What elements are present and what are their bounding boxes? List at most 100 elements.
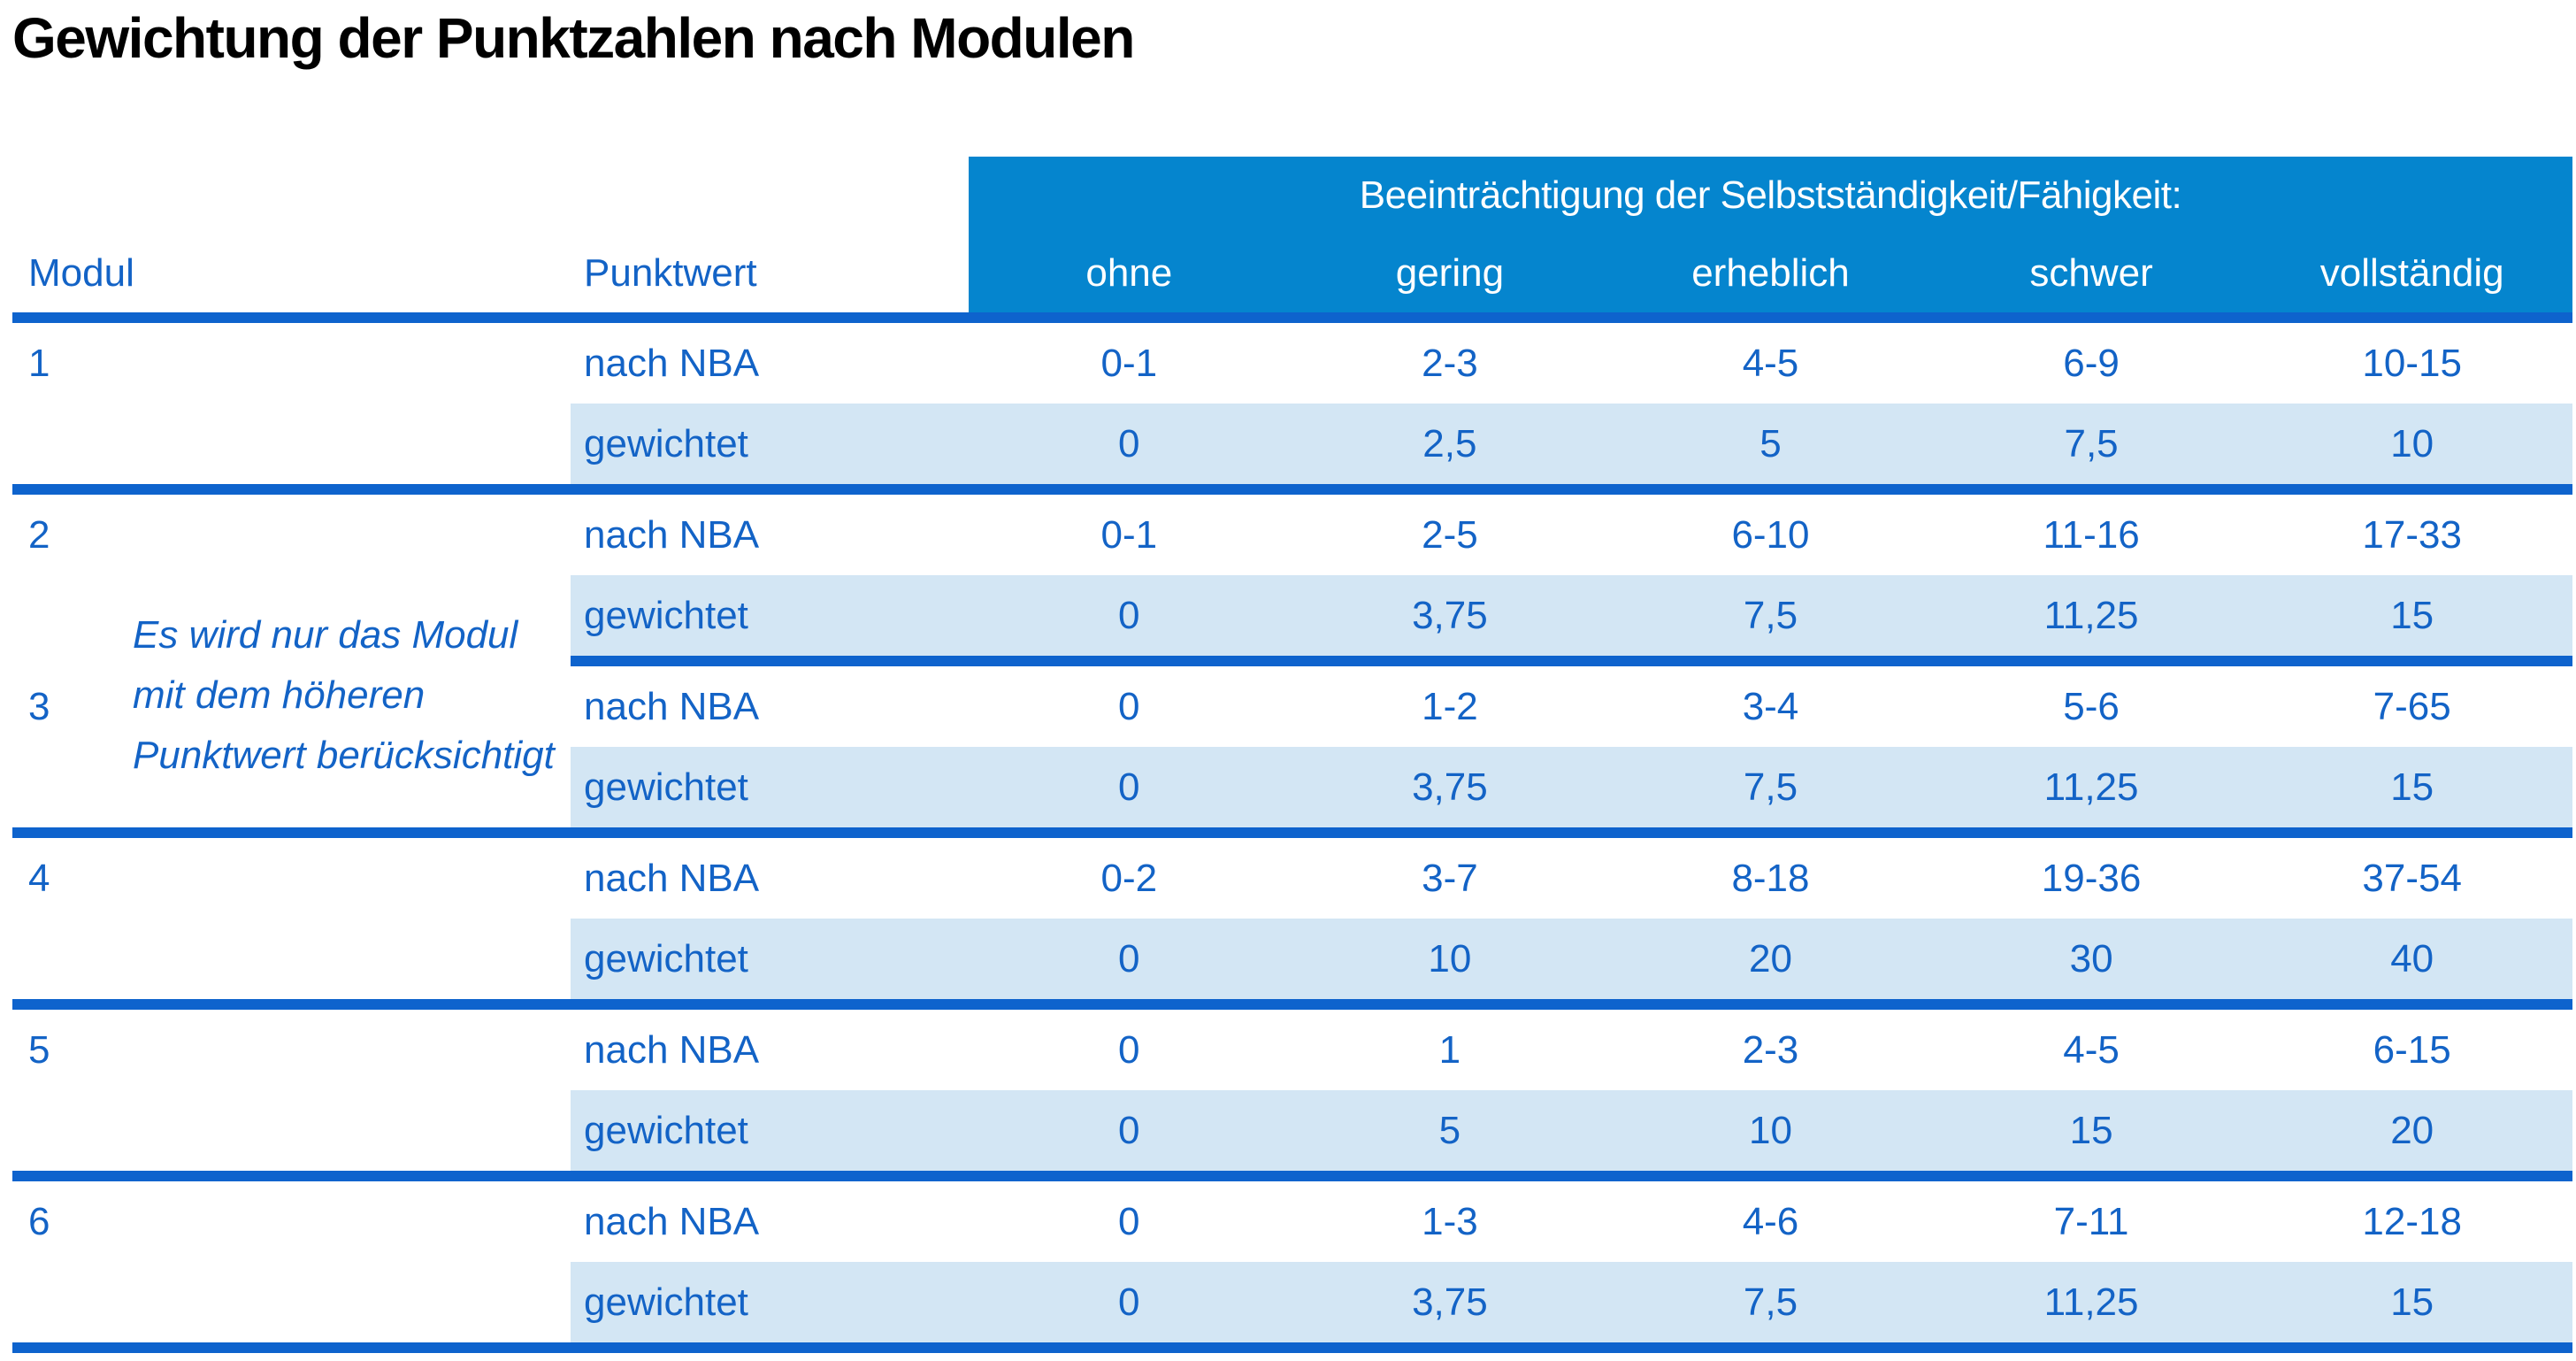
table-cell: 7-11 [2053,1199,2129,1243]
table-cell: 0-2 [1100,856,1158,900]
row-label-nach-nba: nach NBA [584,856,760,900]
module-number: 4 [28,856,50,900]
table-cell: 2-3 [1422,341,1478,385]
impairment-banner: Beeinträchtigung der Selbstständigkeit/F… [1359,173,2182,217]
table-cell: 11,25 [2043,765,2139,809]
table-row-nba: nach NBA 0-1 2-3 4-5 6-9 10-15 [571,323,2572,404]
row-label-nach-nba: nach NBA [584,512,760,557]
table-cell: 20 [1749,936,1792,980]
module-separator-line [12,827,2572,838]
table-row-nba: nach NBA 0 1-3 4-6 7-11 12-18 [571,1181,2572,1262]
table-cell: 30 [2069,936,2113,980]
table-cell: 19-36 [2041,856,2142,900]
table-cell: 2,5 [1422,421,1477,465]
note-line: Punktwert berücksichtigt [133,734,555,777]
table-cell: 40 [2390,936,2434,980]
table-cell: 10 [1749,1108,1792,1152]
row-label-nach-nba: nach NBA [584,341,760,385]
table-header-left: Modul Punktwert [12,157,969,312]
table-cell: 3,75 [1412,765,1488,809]
table-cell: 0 [1118,684,1140,728]
table-cell: 0 [1118,1027,1140,1072]
table-cell: 10-15 [2362,341,2462,385]
row-label-gewichtet: gewichtet [584,593,748,637]
table-row-weighted: gewichtet 0 10 20 30 40 [571,919,2572,999]
table-cell: 15 [2390,1280,2434,1324]
table-cell: 8-18 [1731,856,1810,900]
module-number: 6 [28,1199,50,1243]
module-separator-line [12,484,2572,495]
table-cell: 3,75 [1412,593,1488,637]
column-header-gering: gering [1395,251,1505,295]
module-5-cell: 5 [12,1010,571,1171]
row-label-gewichtet: gewichtet [584,765,748,809]
column-header-schwer: schwer [2029,251,2153,295]
table-cell: 5-6 [2063,684,2120,728]
table-cell: 0 [1118,1108,1140,1152]
weighting-table: Modul Punktwert Beeinträchtigung der Sel… [12,157,2572,1353]
severity-level-row: ohne gering erheblich schwer vollständig [969,235,2572,312]
table-cell: 15 [2069,1108,2113,1152]
table-cell: 0-1 [1100,341,1158,385]
module-number: 3 [28,684,50,728]
table-cell: 4-6 [1742,1199,1799,1243]
header-separator-line [12,312,2572,323]
column-header-punktwert: Punktwert [584,251,757,295]
table-cell: 5 [1438,1108,1461,1152]
table-cell: 17-33 [2362,512,2462,557]
table-cell: 3,75 [1412,1280,1488,1324]
table-cell: 6-10 [1731,512,1810,557]
table-cell: 1-3 [1422,1199,1478,1243]
table-row-nba: nach NBA 0 1-2 3-4 5-6 7-65 [571,666,2572,747]
page-title: Gewichtung der Punktzahlen nach Modulen [12,6,1135,70]
table-cell: 0 [1118,936,1140,980]
table-row-weighted: gewichtet 0 3,75 7,5 11,25 15 [571,747,2572,827]
row-label-gewichtet: gewichtet [584,1280,748,1324]
modules-2-3-note: Es wird nur das Modul mit dem höheren Pu… [133,605,555,786]
module-number: 1 [28,341,50,385]
module-separator-line [12,999,2572,1010]
table-cell: 10 [2390,421,2434,465]
table-cell: 3-7 [1422,856,1478,900]
table-cell: 0 [1118,765,1140,809]
table-cell: 15 [2390,765,2434,809]
row-label-gewichtet: gewichtet [584,421,748,465]
module-group-1: 1 nach NBA 0-1 2-3 4-5 6-9 10-15 gewicht… [12,323,2572,484]
table-cell: 7,5 [1743,765,1798,809]
table-cell: 4-5 [2063,1027,2120,1072]
table-cell: 11-16 [2043,512,2140,557]
table-cell: 3-4 [1742,684,1799,728]
module-number: 2 [28,512,50,557]
table-row-weighted: gewichtet 0 5 10 15 20 [571,1090,2572,1171]
table-row-weighted: gewichtet 0 3,75 7,5 11,25 15 [571,1262,2572,1342]
module-group-6: 6 nach NBA 0 1-3 4-6 7-11 12-18 gewichte… [12,1181,2572,1342]
module-group-5: 5 nach NBA 0 1 2-3 4-5 6-15 gewichtet [12,1010,2572,1171]
module-2-3-cell: 2 3 Es wird nur das Modul mit dem höhere… [12,495,571,827]
module-separator-line [12,1171,2572,1181]
table-cell: 6-9 [2063,341,2120,385]
table-cell: 1 [1438,1027,1461,1072]
table-bottom-line [12,1342,2572,1353]
table-row-weighted: gewichtet 0 3,75 7,5 11,25 15 [571,575,2572,656]
note-line: Es wird nur das Modul [133,613,518,657]
impairment-header-box: Beeinträchtigung der Selbstständigkeit/F… [969,157,2572,312]
table-cell: 10 [1428,936,1472,980]
table-cell: 7-65 [2373,684,2451,728]
table-cell: 0 [1118,1199,1140,1243]
table-cell: 1-2 [1422,684,1478,728]
module-6-cell: 6 [12,1181,571,1342]
table-row-nba: nach NBA 0-2 3-7 8-18 19-36 37-54 [571,838,2572,919]
table-cell: 7,5 [2064,421,2119,465]
table-row-nba: nach NBA 0-1 2-5 6-10 11-16 17-33 [571,495,2572,575]
table-cell: 5 [1760,421,1782,465]
table-cell: 6-15 [2373,1027,2451,1072]
row-label-gewichtet: gewichtet [584,1108,748,1152]
table-header: Modul Punktwert Beeinträchtigung der Sel… [12,157,2572,312]
module-number: 5 [28,1027,50,1072]
column-header-ohne: ohne [1085,251,1173,295]
table-cell: 0 [1118,593,1140,637]
table-row-weighted: gewichtet 0 2,5 5 7,5 10 [571,404,2572,484]
table-cell: 7,5 [1743,593,1798,637]
note-line: mit dem höheren [133,673,426,717]
module-separator-line-partial [571,656,2572,666]
